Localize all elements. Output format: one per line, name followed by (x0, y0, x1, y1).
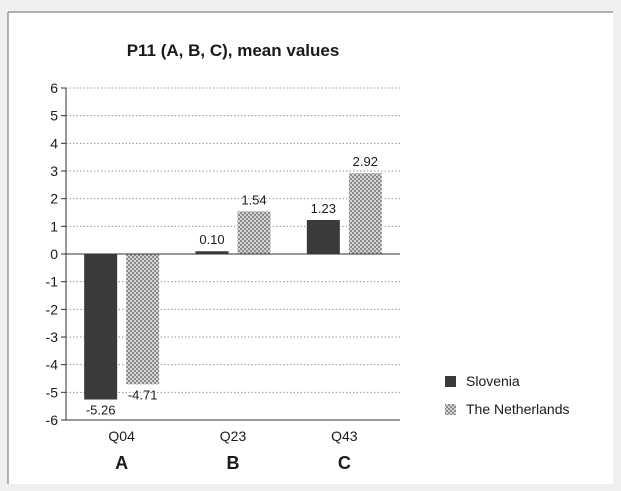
data-label-slovenia-q43: 1.23 (311, 201, 336, 216)
bar-slovenia-q43 (306, 219, 340, 254)
legend-label-slovenia: Slovenia (466, 373, 520, 389)
y-tick-label: 1 (50, 218, 58, 234)
data-label-slovenia-q04: -5.26 (86, 403, 116, 418)
legend-swatch-netherlands (445, 404, 456, 415)
y-tick-label: -1 (46, 274, 59, 290)
y-tick-label: -3 (46, 329, 59, 345)
y-tick-label: 2 (50, 191, 58, 207)
y-tick-label: -2 (46, 301, 59, 317)
legend-swatch-slovenia (445, 376, 456, 387)
x-group-label: A (115, 453, 128, 473)
y-tick-label: 0 (50, 246, 58, 262)
x-axis: Q04 A Q23 B Q43 C (66, 253, 400, 473)
bars (84, 173, 382, 400)
bar-slovenia-q23 (195, 251, 229, 254)
y-tick-label: 4 (50, 135, 58, 151)
data-label-netherlands-q23: 1.54 (241, 192, 266, 207)
bar-netherlands-q04 (126, 254, 160, 385)
data-label-netherlands-q43: 2.92 (353, 154, 378, 169)
y-tick-label: 3 (50, 163, 58, 179)
x-tick-label: Q04 (108, 428, 135, 444)
y-tick-label: -5 (46, 384, 59, 400)
y-axis: 6 5 4 3 2 1 0 -1 -2 -3 -4 -5 -6 (46, 80, 67, 428)
x-group-label: B (227, 453, 240, 473)
chart-title: P11 (A, B, C), mean values (127, 41, 340, 60)
y-tick-label: -4 (46, 357, 59, 373)
y-tick-label: 6 (50, 80, 58, 96)
x-group-label: C (338, 453, 351, 473)
bar-slovenia-q04 (84, 254, 118, 400)
legend-label-netherlands: The Netherlands (466, 401, 570, 417)
bar-netherlands-q43 (348, 173, 382, 254)
data-label-netherlands-q04: -4.71 (128, 387, 158, 402)
x-tick-label: Q43 (331, 428, 358, 444)
y-tick-label: -6 (46, 412, 59, 428)
bar-netherlands-q23 (237, 211, 271, 254)
data-label-slovenia-q23: 0.10 (199, 232, 224, 247)
y-tick-label: 5 (50, 108, 58, 124)
legend: Slovenia The Netherlands (445, 373, 570, 417)
x-tick-label: Q23 (220, 428, 247, 444)
data-labels: -5.26 -4.71 0.10 1.54 1.23 2.92 (86, 154, 378, 417)
